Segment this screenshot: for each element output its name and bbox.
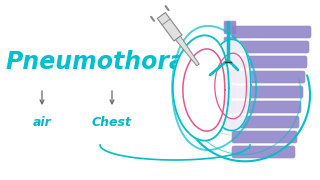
FancyBboxPatch shape bbox=[224, 101, 236, 114]
FancyBboxPatch shape bbox=[232, 101, 301, 113]
FancyBboxPatch shape bbox=[224, 37, 236, 50]
FancyBboxPatch shape bbox=[224, 21, 236, 34]
FancyBboxPatch shape bbox=[224, 117, 236, 130]
Polygon shape bbox=[207, 39, 251, 130]
FancyBboxPatch shape bbox=[224, 53, 236, 66]
FancyBboxPatch shape bbox=[232, 26, 311, 38]
FancyBboxPatch shape bbox=[232, 131, 297, 143]
FancyBboxPatch shape bbox=[232, 116, 299, 128]
Polygon shape bbox=[173, 35, 229, 141]
FancyBboxPatch shape bbox=[232, 71, 305, 83]
FancyBboxPatch shape bbox=[232, 41, 309, 53]
FancyBboxPatch shape bbox=[224, 85, 236, 98]
Text: air: air bbox=[33, 116, 52, 129]
FancyBboxPatch shape bbox=[232, 86, 303, 98]
FancyBboxPatch shape bbox=[224, 69, 236, 82]
Polygon shape bbox=[157, 13, 182, 41]
Polygon shape bbox=[176, 36, 199, 66]
FancyBboxPatch shape bbox=[232, 146, 295, 158]
Text: Pneumothorax: Pneumothorax bbox=[5, 50, 200, 74]
FancyBboxPatch shape bbox=[232, 56, 307, 68]
Text: Chest: Chest bbox=[92, 116, 132, 129]
